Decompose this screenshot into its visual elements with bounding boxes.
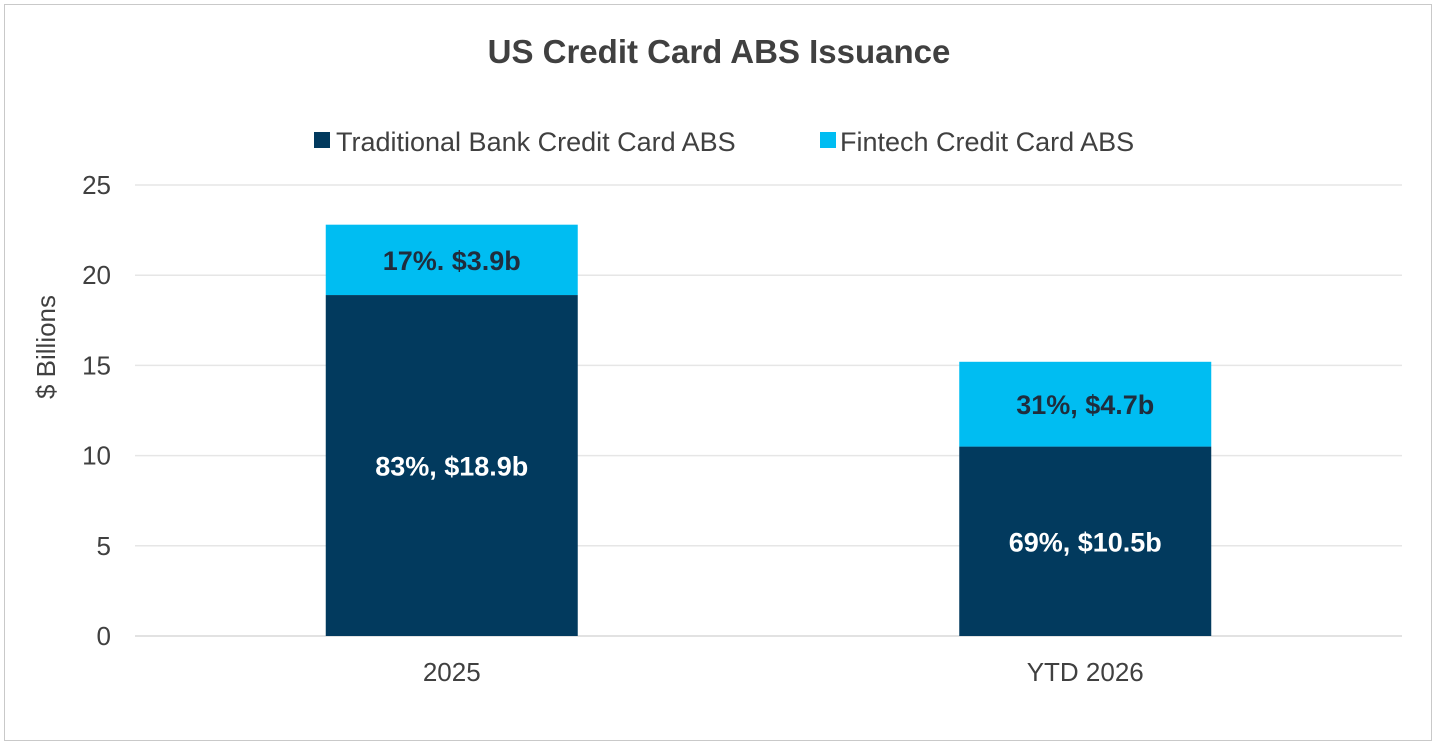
bar-segment-fintech: [959, 361, 1212, 447]
y-axis-ticks: 0 5 10 15 20 25: [82, 170, 111, 651]
data-label: 31%, $4.7b: [1016, 390, 1154, 420]
data-label: 83%, $18.9b: [375, 452, 528, 482]
bars: 83%, $18.9b 17%. $3.9b 69%, $10.5b 31%, $4.…: [325, 224, 1212, 636]
y-tick-label: 0: [97, 621, 111, 651]
chart-legend: Traditional Bank Credit Card ABS Fintech…: [314, 127, 1134, 157]
bar-segment-traditional: [959, 446, 1212, 636]
bar-segment-traditional: [325, 295, 578, 636]
y-tick-label: 15: [82, 350, 111, 380]
y-tick-label: 5: [97, 531, 111, 561]
legend-label-traditional: Traditional Bank Credit Card ABS: [336, 127, 736, 157]
y-tick-label: 20: [82, 260, 111, 290]
y-axis-title: $ Billions: [31, 295, 61, 399]
x-axis-ticks: 2025 YTD 2026: [423, 657, 1144, 687]
x-tick-label: 2025: [423, 657, 481, 687]
stacked-bar-chart: US Credit Card ABS Issuance Traditional …: [31, 33, 1402, 687]
y-tick-label: 10: [82, 441, 111, 471]
legend-label-fintech: Fintech Credit Card ABS: [840, 127, 1134, 157]
gridlines: [135, 184, 1402, 637]
chart-frame: US Credit Card ABS Issuance Traditional …: [4, 4, 1432, 741]
legend-swatch-fintech: [820, 132, 836, 148]
legend-swatch-traditional: [314, 132, 330, 148]
x-tick-label: YTD 2026: [1027, 657, 1144, 687]
bar-segment-fintech: [325, 224, 578, 296]
data-label: 17%. $3.9b: [383, 246, 521, 276]
chart-title: US Credit Card ABS Issuance: [488, 33, 951, 70]
data-label: 69%, $10.5b: [1009, 527, 1162, 557]
y-tick-label: 25: [82, 170, 111, 200]
